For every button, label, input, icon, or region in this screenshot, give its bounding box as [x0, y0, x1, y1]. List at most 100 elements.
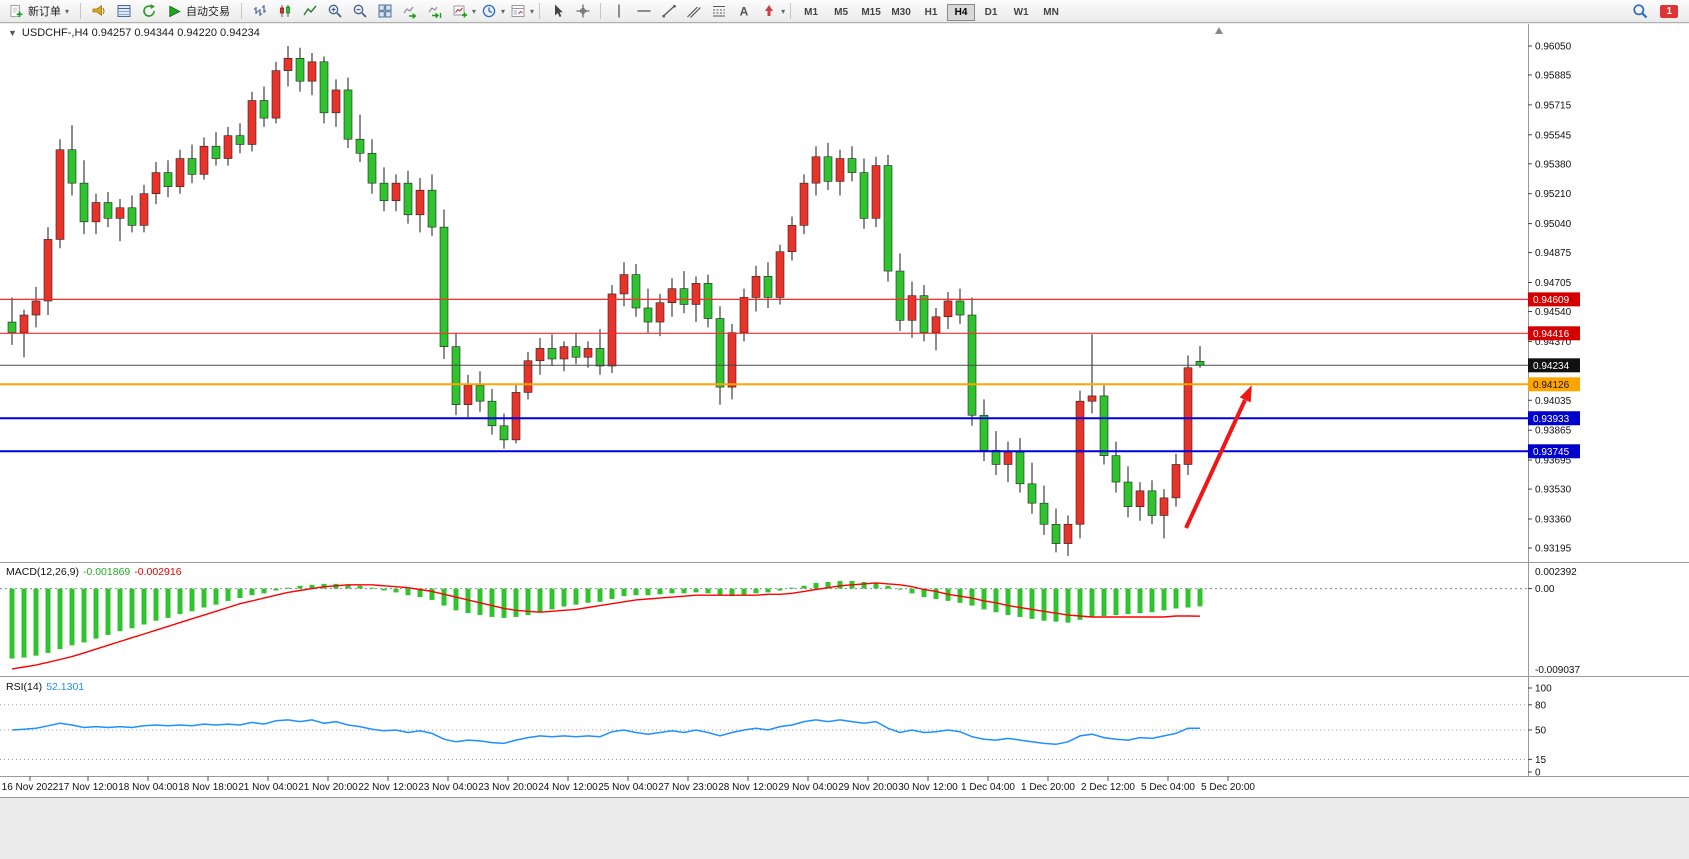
zoom-out-icon[interactable] [347, 1, 372, 21]
timeframe-h1[interactable]: H1 [924, 6, 938, 18]
new-chart-icon[interactable] [447, 1, 472, 21]
time-axis-label: 1 Dec 04:00 [961, 782, 1015, 793]
timeframe-d1[interactable]: D1 [984, 6, 998, 18]
cursor-icon[interactable] [545, 1, 570, 21]
crosshair-icon[interactable] [570, 1, 595, 21]
time-axis-label: 18 Nov 04:00 [118, 782, 178, 793]
fibonacci-icon[interactable] [706, 1, 731, 21]
price-tag [1528, 411, 1580, 426]
rsi-axis-label: 80 [1535, 700, 1547, 711]
data-window-icon[interactable] [111, 1, 136, 21]
rsi-axis-label: 50 [1535, 726, 1547, 737]
chevron-down-icon[interactable]: ▾ [530, 6, 535, 16]
time-axis-label: 27 Nov 23:00 [658, 782, 718, 793]
navigator-icon[interactable] [136, 1, 161, 21]
macd-indicator-label: MACD(12,26,9) -0.001869 -0.002916 [6, 566, 182, 578]
macd-axis-zero: 0.00 [1535, 584, 1555, 595]
toolbar-right-group: 1 [1627, 1, 1686, 21]
time-axis-label: 29 Nov 04:00 [778, 782, 838, 793]
arrows-icon[interactable] [756, 1, 781, 21]
text-icon[interactable]: A [731, 1, 756, 21]
price-tick-label: 0.94705 [1535, 278, 1572, 289]
line-chart-icon[interactable] [297, 1, 322, 21]
time-axis-label: 21 Nov 20:00 [298, 782, 358, 793]
price-tag [1528, 444, 1580, 459]
price-tick-label: 0.93195 [1535, 544, 1572, 555]
candlesticks [7, 46, 1205, 556]
channel-icon[interactable] [681, 1, 706, 21]
main-toolbar: 新订单 ▾ 自动交易 ▾ ▾ ▾ A ▾ M1 M5 M15 M30 H1 H4 D1 W1 M… [0, 0, 1689, 23]
chevron-down-icon[interactable]: ▾ [501, 6, 506, 16]
macd-signal-value: -0.002916 [134, 566, 182, 578]
toolbar-separator [241, 3, 243, 19]
autotrading-label: 自动交易 [186, 6, 231, 18]
svg-text:0.94609: 0.94609 [1533, 295, 1570, 306]
chart-shift-marker[interactable] [1215, 27, 1223, 34]
chart-shift-icon[interactable] [422, 1, 447, 21]
timeframe-m1[interactable]: M1 [804, 6, 819, 18]
price-tick-label: 0.93360 [1535, 514, 1572, 525]
vertical-line-icon[interactable] [606, 1, 631, 21]
time-axis-label: 5 Dec 04:00 [1141, 782, 1195, 793]
notification-badge[interactable]: 1 [1660, 4, 1678, 18]
macd-main-value: -0.001869 [82, 566, 131, 578]
price-tick-label: 0.93695 [1535, 456, 1572, 467]
period-clock-icon[interactable] [476, 1, 501, 21]
new-order-button[interactable]: 新订单 ▾ [3, 1, 75, 21]
toolbar-separator [600, 3, 602, 19]
price-tick-label: 0.95040 [1535, 219, 1572, 230]
price-tick-label: 0.94875 [1535, 248, 1572, 259]
bar-chart-icon[interactable] [247, 1, 272, 21]
macd-name: MACD(12,26,9) [6, 566, 79, 578]
market-watch-icon[interactable] [86, 1, 111, 21]
zoom-in-icon[interactable] [322, 1, 347, 21]
rsi-name: RSI(14) [6, 681, 43, 693]
macd-histogram [9, 581, 1203, 659]
time-axis-label: 23 Nov 20:00 [478, 782, 538, 793]
time-axis-label: 22 Nov 12:00 [358, 782, 418, 793]
timeframe-mn[interactable]: MN [1043, 6, 1059, 18]
macd-axis-min: -0.009037 [1535, 665, 1580, 676]
new-order-label: 新订单 [28, 6, 61, 18]
svg-text:0.93933: 0.93933 [1533, 414, 1570, 425]
svg-text:0.93745: 0.93745 [1533, 447, 1570, 458]
timeframe-m15[interactable]: M15 [861, 6, 881, 18]
rsi-axis-label: 100 [1535, 684, 1552, 695]
time-axis-label: 17 Nov 12:00 [58, 782, 118, 793]
chevron-down-icon[interactable]: ▾ [781, 6, 786, 16]
one-click-trading-toggle[interactable]: ▼ [8, 28, 17, 38]
price-tick-label: 0.95715 [1535, 100, 1572, 111]
trendline-icon[interactable] [656, 1, 681, 21]
timeframe-m30[interactable]: M30 [891, 6, 911, 18]
time-axis-label: 30 Nov 12:00 [898, 782, 958, 793]
toolbar-separator [539, 3, 541, 19]
macd-signal-line [11, 582, 1201, 670]
svg-text:0.94126: 0.94126 [1533, 380, 1570, 391]
rsi-axis-label: 15 [1535, 755, 1547, 766]
horizontal-line-icon[interactable] [631, 1, 656, 21]
svg-text:0.94416: 0.94416 [1533, 329, 1570, 340]
candlestick-chart-icon[interactable] [272, 1, 297, 21]
time-axis-label: 5 Dec 20:00 [1201, 782, 1255, 793]
template-icon[interactable] [505, 1, 530, 21]
price-tick-label: 0.94540 [1535, 307, 1572, 318]
auto-scroll-icon[interactable] [397, 1, 422, 21]
rsi-value: 52.1301 [46, 681, 85, 693]
price-tick-label: 0.94035 [1535, 396, 1572, 407]
trend-arrow[interactable] [1184, 399, 1247, 529]
search-icon[interactable] [1627, 1, 1652, 21]
new-order-icon [10, 4, 23, 17]
autotrading-button[interactable]: 自动交易 [161, 1, 236, 21]
price-tag [1528, 326, 1580, 341]
chevron-down-icon[interactable]: ▾ [472, 6, 477, 16]
time-axis-label: 18 Nov 18:00 [178, 782, 238, 793]
timeframe-h4[interactable]: H4 [947, 3, 976, 21]
price-tick-label: 0.93865 [1535, 426, 1572, 437]
price-tick-label: 0.94370 [1535, 337, 1572, 348]
toolbar-separator [790, 3, 792, 19]
tile-windows-icon[interactable] [372, 1, 397, 21]
timeframe-m5[interactable]: M5 [834, 6, 849, 18]
timeframe-w1[interactable]: W1 [1013, 6, 1029, 18]
price-tick-label: 0.95545 [1535, 130, 1572, 141]
